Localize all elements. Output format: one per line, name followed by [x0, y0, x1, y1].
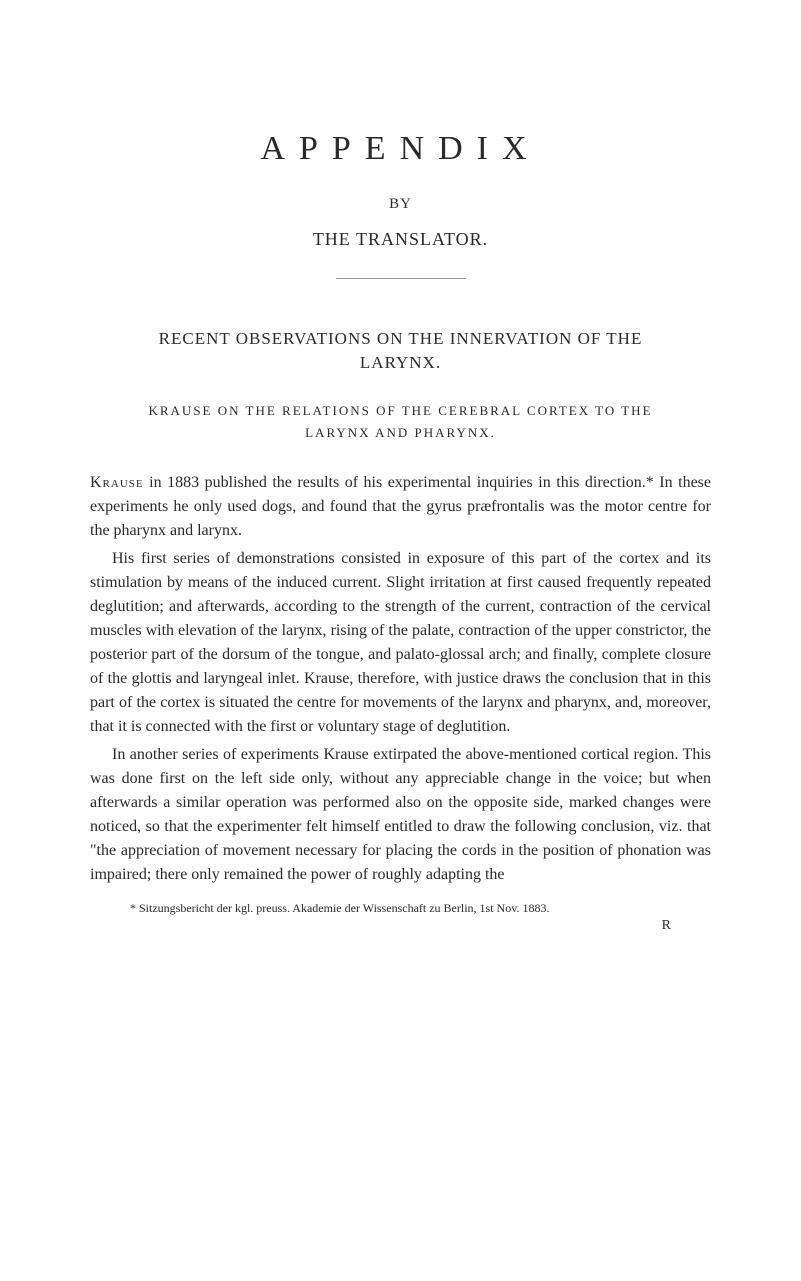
translator-label: THE TRANSLATOR.	[90, 229, 711, 250]
paragraph-1: Krause in 1883 published the results of …	[90, 471, 711, 543]
footnote: * Sitzungsbericht der kgl. preuss. Akade…	[90, 901, 711, 916]
paragraph-1-rest: in 1883 published the results of his exp…	[90, 474, 711, 539]
subheading-line-1: KRAUSE ON THE RELATIONS OF THE CEREBRAL …	[90, 403, 711, 419]
appendix-title: APPENDIX	[90, 130, 711, 168]
section-heading-line-2: LARYNX.	[90, 353, 711, 373]
horizontal-divider	[336, 278, 466, 279]
section-heading-line-1: RECENT OBSERVATIONS ON THE INNERVATION O…	[90, 329, 711, 349]
paragraph-2: His first series of demonstrations consi…	[90, 547, 711, 739]
page-signature-letter: R	[90, 918, 711, 934]
paragraph-1-lead: Krause	[90, 474, 144, 491]
subheading-line-2: LARYNX AND PHARYNX.	[90, 425, 711, 441]
by-label: BY	[90, 196, 711, 213]
paragraph-3: In another series of experiments Krause …	[90, 743, 711, 887]
